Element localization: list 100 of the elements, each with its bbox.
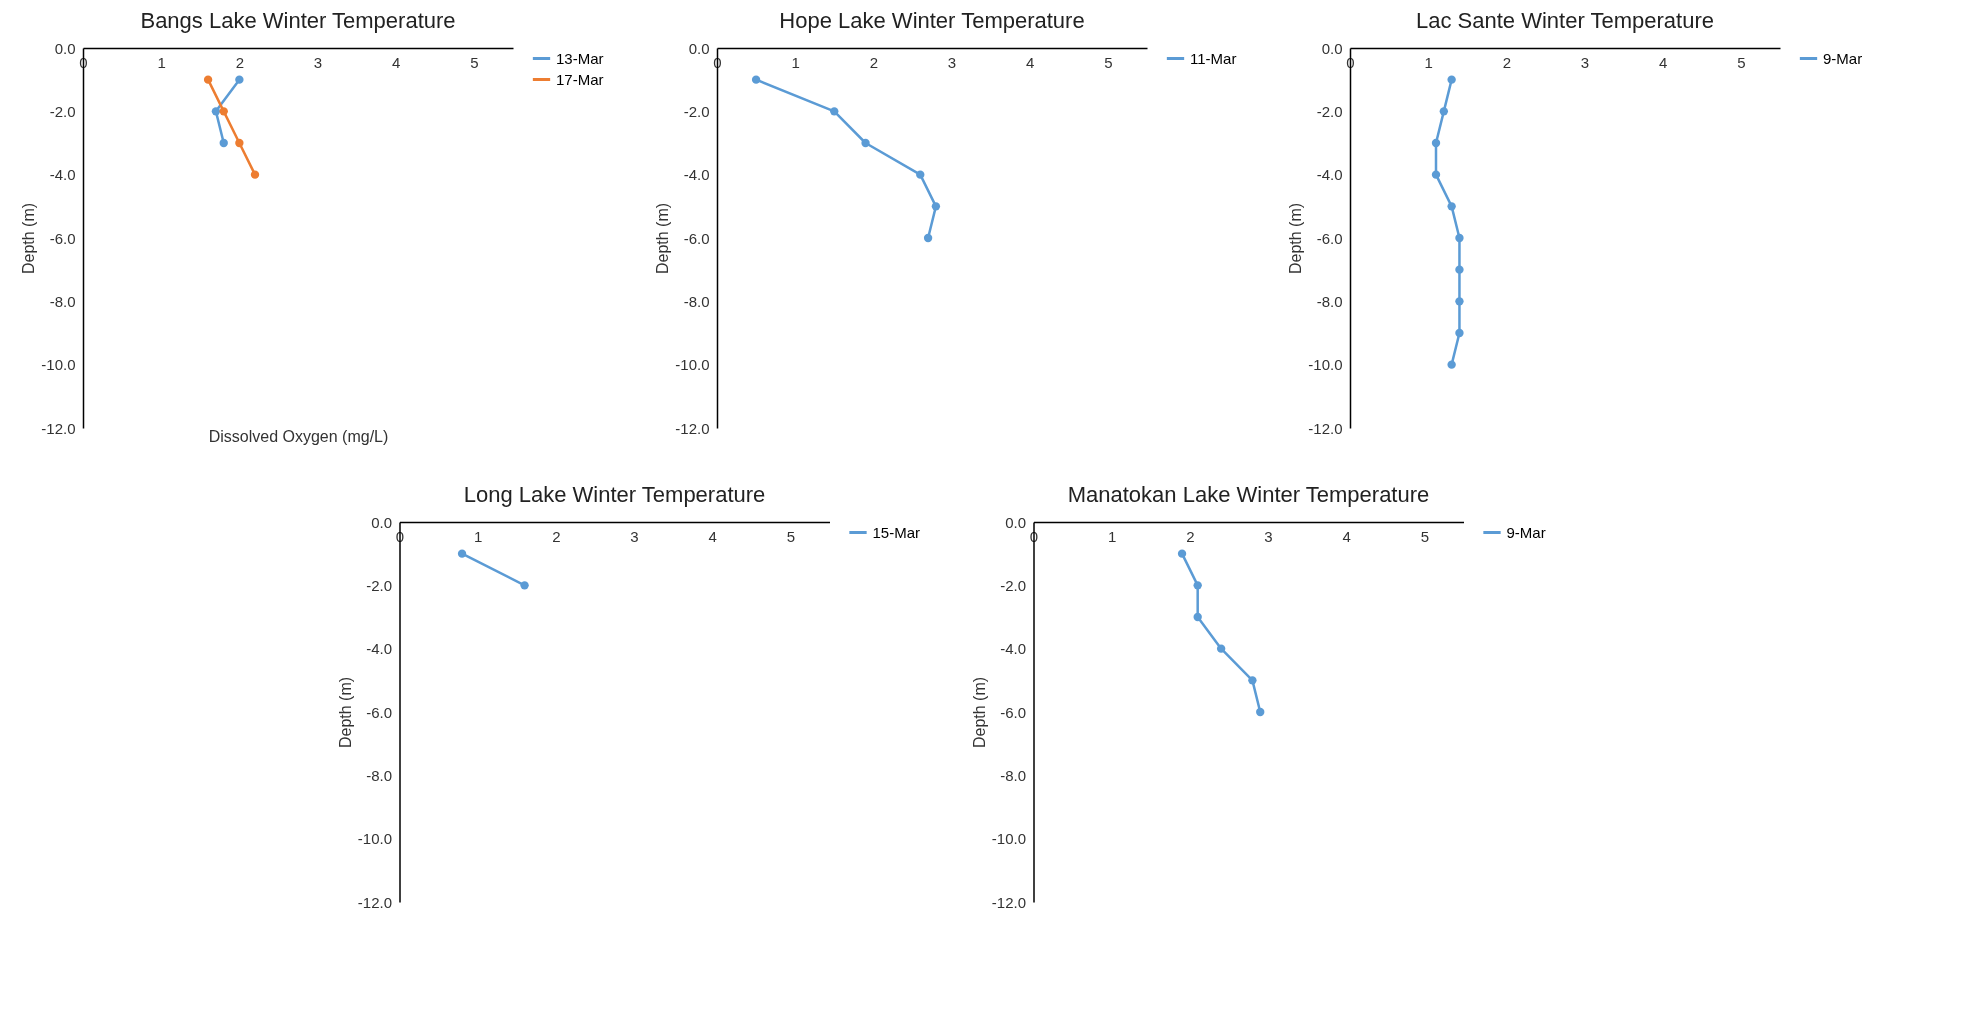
point: [1177, 549, 1187, 558]
x-tick-label: 4: [1342, 527, 1351, 545]
y-tick-label: -2.0: [1000, 576, 1026, 594]
legend-label: 15-Mar: [872, 523, 921, 541]
y-tick-label: -2.0: [683, 102, 710, 120]
x-tick-label: 2: [1502, 53, 1512, 71]
x-tick-label: 2: [552, 527, 561, 545]
point: [1447, 360, 1456, 369]
y-tick-label: 0.0: [1005, 513, 1026, 531]
point: [1193, 612, 1202, 622]
chart-title: Long Lake Winter Temperature: [463, 482, 766, 507]
y-tick-label: 0.0: [688, 39, 710, 57]
point: [1455, 297, 1464, 306]
x-tick-label: 4: [708, 527, 717, 545]
y-tick-label: -6.0: [49, 229, 76, 247]
y-tick-label: -6.0: [1000, 703, 1026, 721]
x-tick-label: 3: [313, 53, 323, 71]
point: [211, 107, 221, 116]
y-tick-label: -2.0: [366, 576, 392, 594]
y-tick-label: -10.0: [41, 356, 76, 374]
y-tick-label: -12.0: [41, 419, 76, 437]
legend-label: 9-Mar: [1823, 49, 1863, 67]
x-tick-label: 4: [392, 53, 401, 71]
x-tick-label: 3: [1264, 527, 1273, 545]
x-tick-label: 5: [786, 527, 796, 545]
x-tick-label: 1: [474, 527, 483, 545]
y-axis-title: Depth (m): [336, 676, 354, 749]
y-tick-label: -6.0: [683, 229, 710, 247]
y-axis-title: Depth (m): [20, 202, 38, 275]
x-tick-label: 5: [470, 53, 479, 71]
y-tick-label: 0.0: [371, 513, 392, 531]
y-tick-label: -4.0: [1316, 166, 1343, 184]
y-tick-label: -6.0: [1316, 229, 1343, 247]
x-tick-label: 5: [1420, 527, 1430, 545]
y-tick-label: -12.0: [357, 893, 392, 911]
point: [1431, 138, 1441, 148]
y-tick-label: 0.0: [1321, 39, 1343, 57]
y-axis-title: Depth (m): [970, 676, 988, 749]
point: [219, 138, 228, 148]
y-tick-label: -2.0: [1316, 102, 1343, 120]
x-tick-label: 4: [1659, 53, 1668, 71]
point: [219, 107, 228, 116]
x-tick-label: 5: [1104, 53, 1113, 71]
point: [1193, 581, 1202, 590]
y-tick-label: -10.0: [991, 830, 1026, 848]
x-tick-label: 5: [1737, 53, 1746, 71]
point: [1439, 107, 1448, 116]
y-tick-label: -12.0: [1308, 419, 1343, 437]
y-axis-title: Depth (m): [1287, 202, 1305, 275]
point: [1455, 233, 1464, 243]
x-tick-label: 2: [1186, 527, 1195, 545]
x-tick-label: 1: [157, 53, 166, 71]
point: [1248, 676, 1257, 685]
point: [1256, 707, 1265, 717]
x-tick-label: 1: [1424, 53, 1433, 71]
y-tick-label: -4.0: [366, 640, 392, 658]
chart-title: Lac Sante Winter Temperature: [1416, 8, 1714, 33]
point: [1455, 328, 1464, 338]
y-tick-label: -2.0: [49, 102, 76, 120]
y-tick-label: -4.0: [49, 166, 76, 184]
point: [235, 138, 244, 148]
y-tick-label: -12.0: [991, 893, 1026, 911]
point: [830, 107, 839, 116]
x-tick-label: 3: [630, 527, 639, 545]
x-tick-label: 4: [1026, 53, 1035, 71]
x-tick-label: 1: [791, 53, 800, 71]
y-tick-label: -6.0: [366, 703, 392, 721]
chart-title: Bangs Lake Winter Temperature: [140, 8, 456, 33]
y-tick-label: -8.0: [1000, 766, 1026, 784]
point: [923, 233, 933, 243]
x-tick-label: 3: [947, 53, 957, 71]
y-tick-label: 0.0: [54, 39, 76, 57]
point: [861, 138, 870, 148]
point: [250, 170, 260, 179]
y-tick-label: -4.0: [1000, 640, 1026, 658]
legend-label: 11-Mar: [1190, 49, 1237, 67]
legend-label: 9-Mar: [1506, 523, 1546, 541]
x-tick-label: 2: [235, 53, 245, 71]
y-tick-label: -8.0: [683, 292, 710, 310]
legend-label: 17-Mar: [556, 70, 604, 88]
chart-title: Manatokan Lake Winter Temperature: [1067, 482, 1430, 507]
y-tick-label: -4.0: [683, 166, 710, 184]
point: [751, 75, 761, 84]
y-tick-label: -8.0: [1316, 292, 1343, 310]
y-tick-label: -10.0: [357, 830, 392, 848]
y-tick-label: -8.0: [366, 766, 392, 784]
point: [203, 75, 213, 84]
point: [1455, 265, 1464, 274]
legend-label: 13-Mar: [556, 49, 604, 67]
x-tick-label: 2: [869, 53, 879, 71]
point: [1216, 644, 1226, 653]
y-tick-label: -10.0: [1308, 356, 1343, 374]
x-axis-title: Dissolved Oxygen (mg/L): [208, 427, 389, 445]
y-tick-label: -12.0: [675, 419, 710, 437]
y-tick-label: -8.0: [49, 292, 76, 310]
point: [1447, 202, 1456, 211]
x-tick-label: 3: [1580, 53, 1590, 71]
chart-title: Hope Lake Winter Temperature: [779, 8, 1085, 33]
point: [1431, 170, 1441, 179]
point: [1447, 75, 1456, 84]
